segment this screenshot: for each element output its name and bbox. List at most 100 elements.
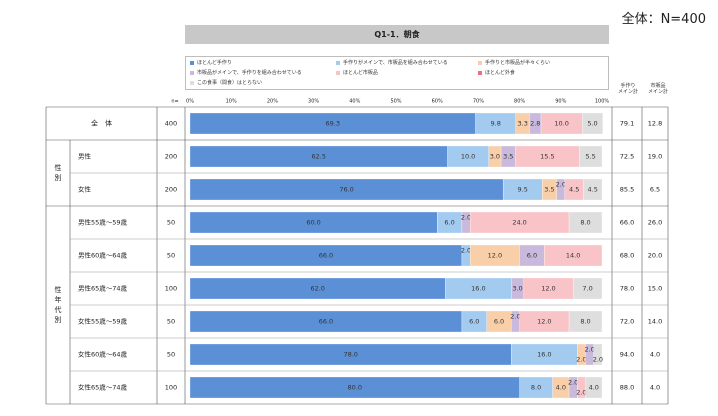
bar-value-label: 8.0 [580, 219, 590, 227]
legend-swatch [336, 70, 340, 75]
bar-segment [579, 145, 603, 168]
x-tick-label: 0% [186, 99, 194, 105]
bar-value-label: 2.0 [584, 346, 594, 354]
x-tick-label: 80% [514, 99, 525, 105]
bar-value-label: 6.0 [494, 318, 504, 326]
bar-value-label: 4.0 [589, 384, 599, 392]
row-stat-tezukuri: 85.5 [620, 186, 634, 194]
bar-value-label: 66.0 [319, 252, 333, 260]
x-tick-label: 40% [349, 99, 360, 105]
x-tick-label: 50% [390, 99, 401, 105]
bar-value-label: 80.0 [348, 384, 362, 392]
row-stat-shihan: 6.5 [650, 186, 660, 194]
bar-segment [568, 211, 603, 234]
x-tick-label: 20% [267, 99, 278, 105]
bar-value-label: 69.3 [326, 120, 340, 128]
bar-value-label: 10.0 [554, 120, 568, 128]
bar-value-label: 5.5 [585, 153, 595, 161]
bar-value-label: 3.3 [518, 120, 528, 128]
legend-label: この食事（間食）はとらない [197, 80, 263, 86]
row-stat-shihan: 4.0 [650, 384, 660, 392]
row-stat-tezukuri: 72.0 [620, 318, 634, 326]
stat-header-tezukuri: 手作り メイン計 [617, 83, 638, 95]
legend-label: ほとんど外食 [485, 70, 515, 76]
row-stat-shihan: 4.0 [650, 351, 660, 359]
bar-value-label: 4.5 [588, 186, 598, 194]
bar-value-label: 2.0 [461, 214, 471, 222]
row-stat-tezukuri: 68.0 [620, 252, 634, 260]
x-tick-label: 30% [308, 99, 319, 105]
row-n: 50 [167, 252, 175, 260]
group-label-seinendai: 年 [55, 295, 62, 304]
row-stat-tezukuri: 79.1 [620, 120, 634, 128]
legend-item: ほとんど外食 [478, 70, 515, 76]
bar-value-label: 2.0 [510, 313, 520, 321]
group-label-seinendai: 別 [55, 315, 62, 324]
chart-title: Q1-1．朝食 [185, 25, 609, 44]
bar-value-label: 62.0 [310, 285, 324, 293]
row-n: 100 [165, 285, 177, 293]
row-n: 400 [165, 120, 177, 128]
bar-value-label: 3.5 [544, 186, 554, 194]
legend-item: 市販品がメインで、手作りを組み合わせている [190, 70, 302, 76]
row-stat-tezukuri: 94.0 [620, 351, 634, 359]
bar-value-label: 16.0 [537, 351, 551, 359]
bar-segment [585, 376, 603, 399]
bar-value-label: 2.0 [461, 247, 471, 255]
legend-item: 手作りがメインで、市販品を組み合わせている [336, 60, 448, 66]
bar-value-label: 9.5 [518, 186, 528, 194]
stat-header-shihan: 市販品 メイン計 [647, 83, 668, 95]
group-label-zentai: 全 体 [91, 119, 112, 128]
row-n: 100 [165, 384, 177, 392]
bar-segment [573, 277, 603, 300]
legend-label: 手作りと市販品が半々くらい [485, 60, 551, 66]
bar-value-label: 78.0 [343, 351, 357, 359]
bar-segment [583, 178, 603, 201]
legend-item: この食事（間食）はとらない [190, 80, 262, 86]
bar-value-label: 24.0 [512, 219, 526, 227]
legend-swatch [478, 60, 482, 65]
row-label: 男性 [78, 152, 92, 161]
group-label-seinendai: 性 [55, 285, 62, 294]
row-stat-tezukuri: 72.5 [620, 153, 634, 161]
legend-label: ほとんど手作り [197, 60, 232, 66]
n-header: n= [171, 99, 178, 105]
group-label-seinendai: 代 [55, 305, 62, 314]
bar-value-label: 66.0 [319, 318, 333, 326]
row-label: 男性60歳～64歳 [78, 251, 128, 260]
bar-value-label: 12.0 [541, 285, 555, 293]
row-label: 男性65歳～74歳 [78, 284, 128, 293]
row-label: 女性55歳～59歳 [78, 317, 128, 326]
bar-value-label: 8.0 [531, 384, 541, 392]
row-label: 女性60歳～64歳 [78, 350, 128, 359]
bar-value-label: 3.0 [490, 153, 500, 161]
row-stat-shihan: 14.0 [648, 318, 662, 326]
bar-value-label: 14.0 [566, 252, 580, 260]
row-stat-shihan: 15.0 [648, 285, 662, 293]
row-label: 男性55歳～59歳 [78, 218, 128, 227]
legend-swatch [478, 70, 482, 75]
bar-value-label: 6.0 [527, 252, 537, 260]
legend-label: 手作りがメインで、市販品を組み合わせている [343, 60, 448, 66]
bar-value-label: 2.0 [556, 181, 566, 189]
bar-value-label: 6.0 [469, 318, 479, 326]
bar-value-label: 10.0 [461, 153, 475, 161]
row-stat-shihan: 20.0 [648, 252, 662, 260]
bar-value-label: 2.0 [593, 356, 603, 364]
legend-item: ほとんど市販品 [336, 70, 378, 76]
x-tick-label: 10% [226, 99, 237, 105]
bar-value-label: 60.0 [306, 219, 320, 227]
row-stat-shihan: 12.8 [648, 120, 662, 128]
bar-value-label: 2.8 [530, 120, 540, 128]
bar-value-label: 2.0 [568, 379, 578, 387]
row-stat-tezukuri: 78.0 [620, 285, 634, 293]
x-tick-label: 100% [595, 99, 610, 105]
bar-segment [593, 343, 603, 366]
x-tick-label: 90% [555, 99, 566, 105]
row-n: 50 [167, 318, 175, 326]
legend-label: ほとんど市販品 [343, 70, 378, 76]
total-sample-label: 全体：N=400 [621, 12, 706, 27]
legend-item: ほとんど手作り [190, 60, 232, 66]
bar-value-label: 12.0 [488, 252, 502, 260]
